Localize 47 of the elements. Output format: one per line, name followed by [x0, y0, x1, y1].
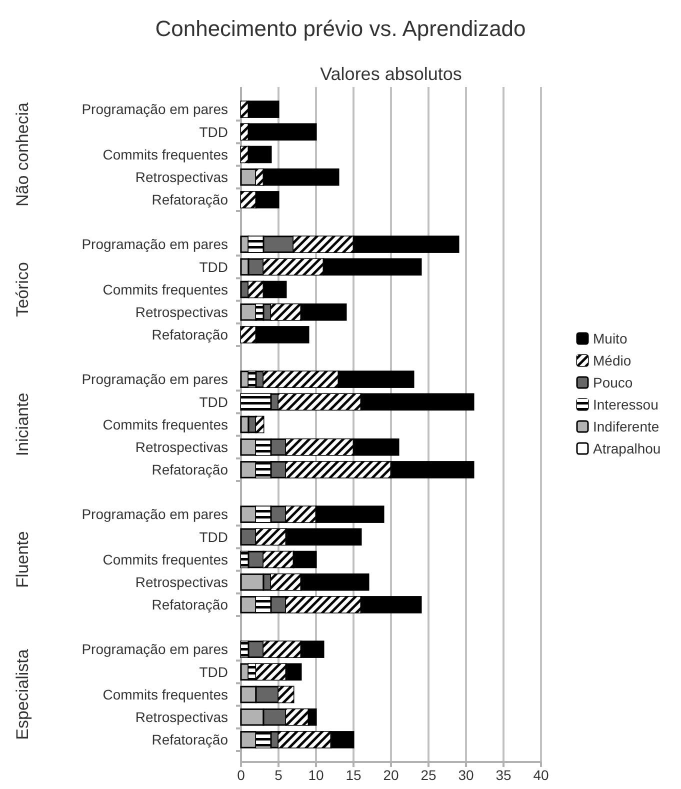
y-axis-title: Iniciante: [13, 392, 32, 456]
y-tick-label: Refatoração: [152, 732, 228, 748]
y-tick-label: TDD: [199, 124, 228, 140]
y-tick-label: Refatoração: [152, 326, 228, 343]
y-tick-label: Retrospectivas: [135, 709, 228, 725]
y-tick-label: TDD: [199, 664, 228, 680]
y-tick-label: Programação em pares: [82, 371, 228, 388]
legend-label: Pouco: [593, 374, 633, 390]
y-tick-label: Commits frequentes: [102, 281, 228, 298]
y-axis-title: Não conhecia: [13, 102, 32, 206]
y-tick-label: TDD: [199, 394, 228, 410]
y-axis-title: Fluente: [13, 531, 32, 588]
y-tick-label: Programação em pares: [82, 641, 228, 658]
legend-label: Indiferente: [593, 418, 660, 434]
y-tick-label: Retrospectivas: [135, 574, 228, 590]
y-tick-label: Retrospectivas: [135, 304, 228, 320]
y-tick-label: TDD: [199, 528, 228, 545]
x-tick-label: 25: [420, 767, 436, 783]
y-tick-label: Programação em pares: [82, 101, 228, 118]
y-tick-label: Programação em pares: [82, 236, 228, 252]
x-tick-label: 20: [383, 767, 399, 783]
y-tick-label: Commits frequentes: [102, 686, 228, 702]
y-axis-title: Especialista: [13, 648, 32, 740]
x-tick-label: 5: [274, 767, 283, 783]
legend-label: Muito: [593, 330, 628, 346]
y-tick-label: Refatoração: [152, 596, 228, 613]
y-tick-label: Commits frequentes: [102, 416, 228, 432]
legend-label: Interessou: [593, 396, 658, 412]
legend-label: Médio: [593, 352, 632, 368]
chart-title: Conhecimento prévio vs. Aprendizado: [155, 16, 526, 41]
x-tick-label: 15: [346, 767, 362, 783]
x-tick-label: 40: [533, 767, 549, 783]
y-tick-label: Refatoração: [152, 192, 228, 208]
y-tick-label: Retrospectivas: [135, 439, 228, 455]
y-tick-label: Refatoração: [152, 462, 228, 478]
y-axis-title: Teórico: [13, 262, 32, 317]
x-tick-label: 35: [496, 767, 512, 783]
x-tick-label: 0: [237, 767, 246, 783]
x-tick-label: 10: [308, 767, 324, 783]
y-tick-label: Programação em pares: [82, 506, 228, 522]
y-tick-label: Commits frequentes: [102, 146, 228, 162]
y-tick-label: Commits frequentes: [102, 551, 228, 568]
x-tick-label: 30: [458, 767, 474, 783]
legend-label: Atrapalhou: [593, 440, 661, 456]
y-tick-label: TDD: [199, 258, 228, 275]
y-tick-label: Retrospectivas: [135, 169, 228, 185]
chart-subtitle: Valores absolutos: [320, 64, 462, 84]
